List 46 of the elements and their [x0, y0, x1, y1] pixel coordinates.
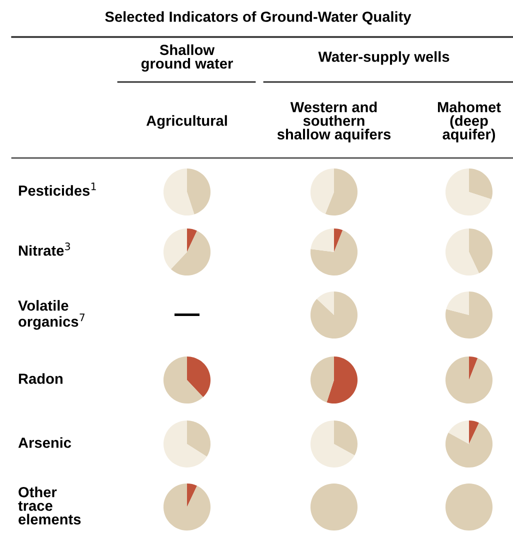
text: Other trace elements	[18, 486, 81, 525]
pie-slice	[325, 168, 358, 216]
pie-slice	[334, 228, 343, 252]
pie-slice	[448, 420, 469, 444]
pie-slice	[170, 230, 211, 276]
text: Mahomet (deep aquifer)	[438, 102, 501, 142]
pie-slice	[310, 356, 334, 402]
pie-slice	[445, 291, 493, 339]
pie-slice	[445, 168, 492, 216]
pie-slice	[469, 228, 493, 274]
pie-slice	[310, 228, 334, 252]
pie-slice	[326, 356, 358, 404]
pie-slice	[310, 168, 334, 214]
pie-slice	[445, 422, 493, 468]
pie-slice	[163, 356, 204, 404]
text: Volatile organics$^{7}$	[18, 300, 85, 330]
pie-slice	[163, 228, 187, 270]
pie-slice	[445, 356, 493, 404]
pie-slice	[163, 483, 211, 531]
pie-slice	[316, 291, 334, 315]
text: Nitrate$^{3}$	[18, 242, 70, 256]
text: Radon	[18, 373, 62, 384]
pie-slice	[187, 168, 211, 214]
pie-slice	[445, 228, 480, 276]
pie-slice	[310, 291, 358, 339]
pie-slice	[310, 420, 355, 468]
pie-slice	[469, 356, 478, 380]
pie-slice	[163, 420, 207, 468]
pie-slice	[310, 230, 358, 276]
pie-slice	[187, 356, 211, 398]
pie-slice	[469, 168, 493, 200]
text: Pesticides$^{1}$	[18, 182, 96, 196]
pie-slice	[187, 420, 211, 457]
text: Agricultural	[146, 115, 227, 129]
pie-slice	[469, 420, 480, 444]
text: Shallow ground water	[141, 44, 233, 72]
text: Western and southern shallow aquifers	[277, 102, 391, 142]
text: Selected Indicators of Ground-Water Quality	[105, 11, 412, 25]
pie-slice	[334, 420, 358, 456]
text: —	[174, 314, 200, 316]
pie-slice	[163, 168, 194, 216]
text: Arsenic	[18, 437, 72, 448]
pie-slice	[187, 228, 198, 252]
pie-slice	[446, 291, 469, 315]
pie-slice	[187, 483, 198, 507]
text: Water-supply wells	[318, 51, 450, 65]
